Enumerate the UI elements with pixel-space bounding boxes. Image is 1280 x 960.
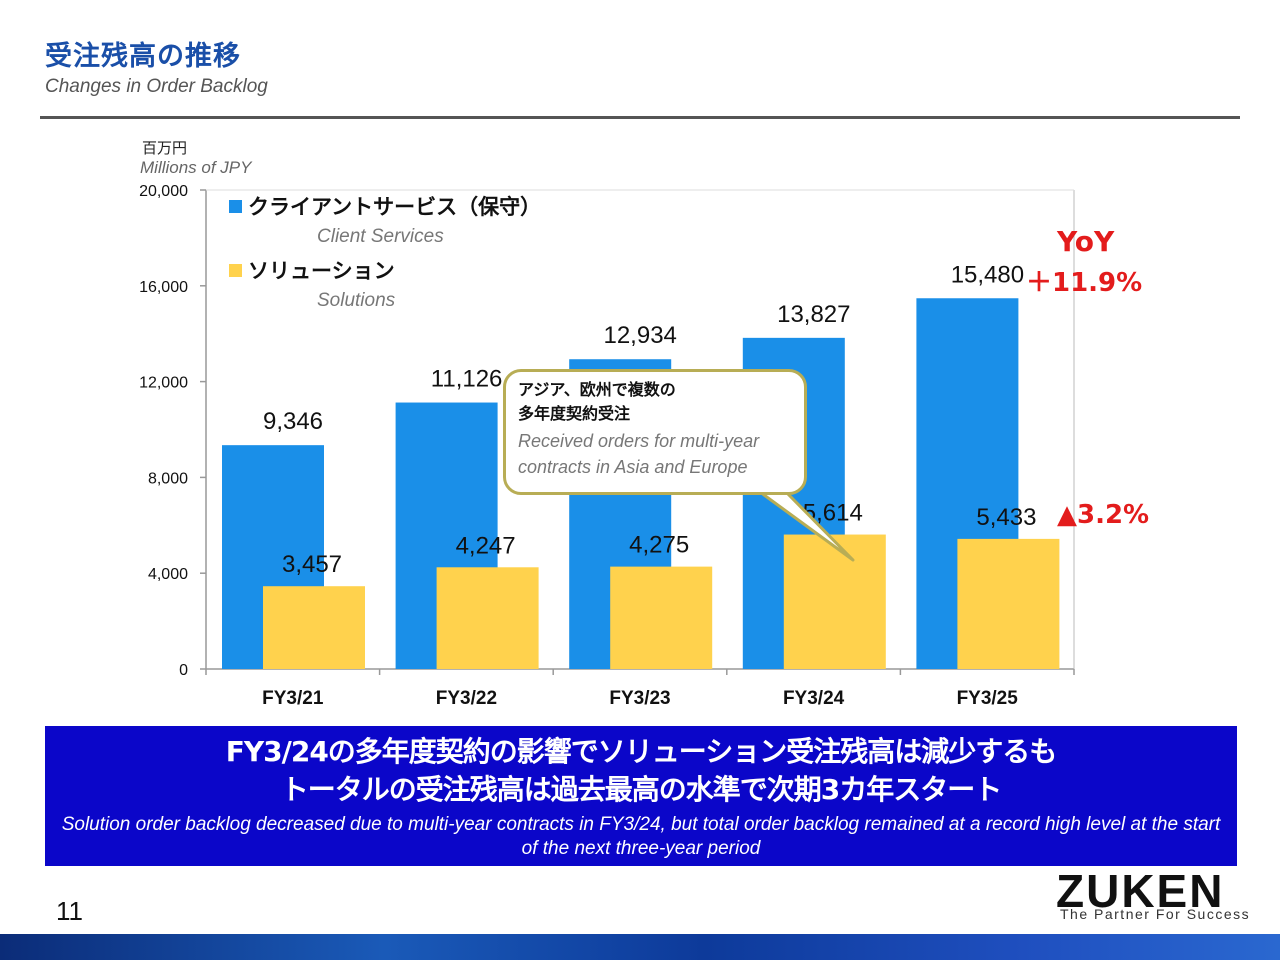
bar-solutions: [436, 567, 539, 669]
callout-jp-line2: 多年度契約受注: [518, 404, 631, 423]
data-label-client-services: 15,480: [951, 261, 1024, 288]
data-label-client-services: 13,827: [777, 301, 850, 328]
bar-solutions: [957, 538, 1060, 669]
legend-swatch: [229, 264, 242, 277]
y-tick-label: 20,000: [139, 183, 188, 200]
data-label-client-services: 11,126: [431, 366, 503, 393]
banner-headline-2: トータルの受注残高は過去最高の水準で次期3カ年スタート: [280, 773, 1003, 806]
legend-swatch: [229, 200, 242, 213]
x-tick-label: FY3/24: [783, 688, 845, 709]
data-label-client-services: 12,934: [603, 322, 676, 349]
y-tick-label: 4,000: [148, 566, 188, 583]
unit-label-jp: 百万円: [142, 139, 188, 157]
data-label-solutions: 4,275: [629, 532, 689, 559]
x-tick-label: FY3/23: [609, 688, 670, 709]
page-title: 受注残高の推移: [45, 41, 241, 72]
bar-solutions: [610, 566, 713, 669]
page-subtitle: Changes in Order Backlog: [45, 76, 268, 97]
y-tick-label: 8,000: [148, 470, 188, 487]
y-tick-label: 12,000: [139, 375, 188, 392]
data-label-solutions: 4,247: [456, 532, 516, 559]
callout-jp-line1: アジア、欧州で複数の: [518, 380, 676, 399]
legend-label-en: Client Services: [317, 226, 444, 247]
summary-banner: FY3/24の多年度契約の影響でソリューション受注残高は減少するも トータルの受…: [45, 726, 1237, 866]
banner-subtext: Solution order backlog decreased due to …: [61, 814, 1221, 859]
data-label-solutions: 3,457: [282, 551, 342, 578]
unit-label-en: Millions of JPY: [140, 158, 252, 177]
x-tick-label: FY3/25: [957, 688, 1019, 709]
banner-headline-1: FY3/24の多年度契約の影響でソリューション受注残高は減少するも: [225, 735, 1058, 768]
callout-en-line1: Received orders for multi-year: [518, 431, 760, 451]
legend-label: ソリューション: [248, 259, 395, 283]
header-divider: [40, 116, 1240, 119]
legend-label-en: Solutions: [317, 290, 396, 311]
yoy-label: YoY: [1057, 225, 1115, 258]
y-tick-label: 16,000: [139, 279, 188, 296]
callout-en-line2: contracts in Asia and Europe: [518, 457, 748, 477]
callout-box: アジア、欧州で複数の 多年度契約受注 Received orders for m…: [503, 369, 807, 495]
bar-solutions: [263, 586, 365, 669]
x-tick-label: FY3/21: [262, 688, 324, 709]
bar-solutions: [783, 534, 886, 669]
page-number: 11: [56, 896, 83, 926]
data-label-solutions: 5,433: [976, 504, 1036, 531]
zuken-logo: ZUKEN: [1056, 865, 1225, 917]
data-label-client-services: 9,346: [263, 408, 323, 435]
client-services-yoy-change: ＋11.9%: [1026, 268, 1143, 298]
x-tick-label: FY3/22: [436, 688, 497, 709]
legend-label: クライアントサービス（保守）: [248, 195, 541, 219]
footer-band: [0, 934, 1280, 960]
logo-tagline: The Partner For Success: [1060, 906, 1251, 922]
y-tick-label: 0: [179, 662, 188, 679]
solutions-yoy-change: ▲3.2%: [1057, 500, 1150, 530]
